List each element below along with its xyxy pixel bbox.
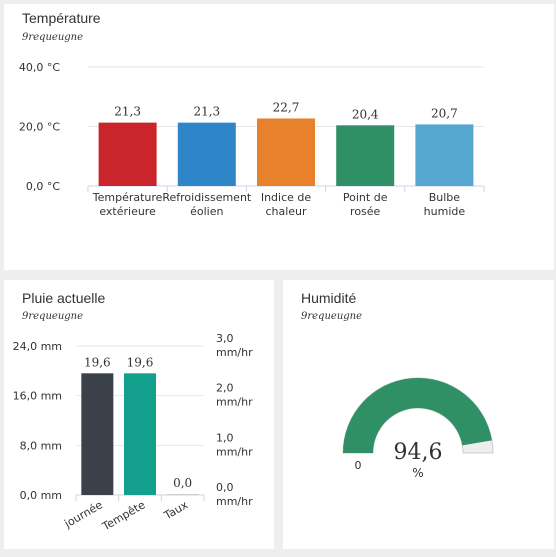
x-tick-label: rosée — [350, 205, 381, 218]
temperature-card: Température 9requeugne 0,0 °C 20,0 °C 40,0… — [4, 4, 554, 270]
gauge-min-label: 0 — [355, 459, 362, 472]
x-tick-label: Taux — [161, 498, 191, 523]
bar — [336, 125, 395, 186]
rain-station: 9requeugne — [22, 311, 84, 322]
gauge-value-arc — [343, 378, 492, 453]
y-tick-label: 16,0 mm — [13, 390, 62, 403]
y-tick-label: 20,0 °C — [19, 121, 60, 134]
data-label: 20,4 — [352, 107, 379, 121]
temperature-title: Température — [22, 10, 101, 26]
rain-card: Pluie actuelle 9requeugne 0,0 mm 8,0 mm 16… — [4, 280, 274, 549]
x-tick-label: Point de — [343, 191, 388, 204]
y2-tick-unit: mm/hr — [216, 495, 253, 508]
bar — [257, 118, 315, 186]
bar — [166, 494, 199, 495]
data-label: 21,3 — [193, 105, 220, 119]
bar — [177, 122, 236, 186]
gauge-value: 94,6 — [394, 440, 443, 465]
y2-tick-unit: mm/hr — [216, 396, 253, 409]
temperature-station: 9requeugne — [22, 32, 84, 43]
humidity-station: 9requeugne — [301, 311, 363, 322]
y-tick-label: 40,0 °C — [19, 61, 60, 74]
y-tick-label: 0,0 mm — [20, 489, 62, 502]
bar — [415, 124, 474, 186]
bar — [124, 373, 156, 495]
y2-tick-value: 2,0 — [216, 382, 234, 395]
humidity-gauge: 0 94,6% — [342, 377, 494, 480]
data-label: 19,6 — [127, 355, 154, 369]
y2-tick-unit: mm/hr — [216, 346, 253, 359]
x-tick-label: Température — [92, 191, 163, 204]
gauge-unit: % — [412, 466, 423, 480]
y-tick-label: 24,0 mm — [13, 340, 62, 353]
temperature-chart: 0,0 °C 20,0 °C 40,0 °C 21,3 Températureextér… — [19, 61, 485, 218]
y2-tick-unit: mm/hr — [216, 445, 253, 458]
y-tick-label: 8,0 mm — [20, 439, 62, 452]
x-tick-label: éolien — [190, 205, 223, 218]
data-label: 0,0 — [173, 476, 192, 490]
x-tick-label: Refroidissement — [162, 191, 252, 204]
x-tick-label: Indice de — [261, 191, 312, 204]
data-label: 19,6 — [84, 355, 111, 369]
x-tick-label: Tempête — [99, 498, 147, 533]
humidity-title: Humidité — [301, 290, 357, 306]
y2-tick-value: 3,0 — [216, 332, 234, 345]
rain-title: Pluie actuelle — [22, 290, 106, 306]
x-tick-label: humide — [424, 205, 466, 218]
bar — [81, 373, 114, 495]
x-tick-label: journée — [61, 498, 105, 531]
data-label: 21,3 — [114, 105, 141, 119]
data-label: 20,7 — [431, 106, 458, 120]
x-tick-label: chaleur — [265, 205, 307, 218]
data-label: 22,7 — [273, 100, 300, 114]
humidity-card: Humidité 9requeugne 0 94,6% — [283, 280, 554, 549]
y2-tick-value: 1,0 — [216, 431, 234, 444]
y-tick-label: 0,0 °C — [26, 180, 60, 193]
x-tick-label: extérieure — [99, 205, 156, 218]
y2-tick-value: 0,0 — [216, 481, 234, 494]
bar — [98, 122, 157, 186]
x-tick-label: Bulbe — [429, 191, 461, 204]
